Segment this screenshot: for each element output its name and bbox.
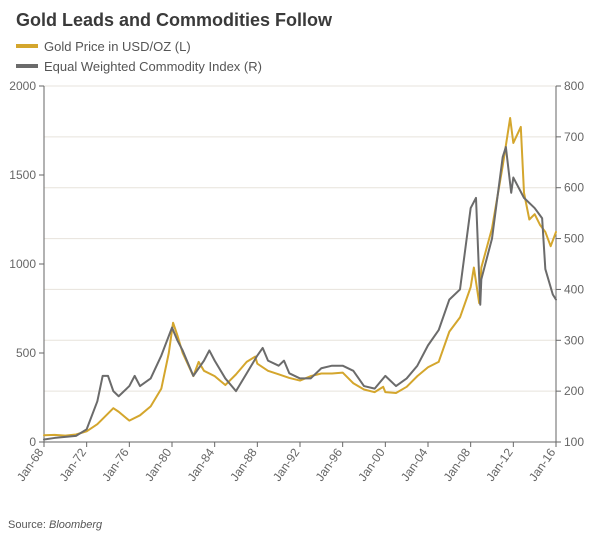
svg-text:Jan-92: Jan-92 — [270, 445, 303, 483]
svg-text:700: 700 — [564, 130, 584, 144]
svg-text:800: 800 — [564, 80, 584, 93]
source-value: Bloomberg — [49, 519, 102, 531]
svg-text:Jan-76: Jan-76 — [99, 445, 132, 483]
svg-text:Jan-84: Jan-84 — [185, 445, 218, 483]
svg-text:Jan-80: Jan-80 — [142, 445, 175, 483]
legend-swatch-commodity — [16, 64, 38, 68]
line-chart: 0500100015002000100200300400500600700800… — [0, 80, 600, 500]
chart-area: 0500100015002000100200300400500600700800… — [0, 80, 600, 500]
svg-text:Jan-12: Jan-12 — [483, 445, 516, 483]
chart-title: Gold Leads and Commodities Follow — [16, 10, 332, 31]
svg-text:500: 500 — [16, 346, 36, 360]
svg-text:500: 500 — [564, 232, 584, 246]
svg-text:Jan-04: Jan-04 — [398, 445, 431, 483]
svg-text:200: 200 — [564, 384, 584, 398]
legend-swatch-gold — [16, 44, 38, 48]
legend-item-commodity: Equal Weighted Commodity Index (R) — [16, 56, 262, 76]
svg-text:Jan-08: Jan-08 — [441, 445, 474, 483]
source-attribution: Source: Bloomberg — [8, 519, 102, 531]
svg-text:Jan-00: Jan-00 — [355, 445, 388, 483]
svg-text:100: 100 — [564, 435, 584, 449]
svg-text:300: 300 — [564, 333, 584, 347]
svg-text:Jan-88: Jan-88 — [227, 445, 260, 483]
svg-text:600: 600 — [564, 181, 584, 195]
svg-text:1000: 1000 — [9, 257, 36, 271]
legend: Gold Price in USD/OZ (L) Equal Weighted … — [16, 36, 262, 76]
svg-text:1500: 1500 — [9, 168, 36, 182]
source-label: Source: — [8, 519, 46, 531]
legend-label: Gold Price in USD/OZ (L) — [44, 39, 191, 54]
svg-text:Jan-72: Jan-72 — [57, 445, 90, 483]
svg-text:2000: 2000 — [9, 80, 36, 93]
svg-text:Jan-68: Jan-68 — [14, 445, 47, 483]
legend-label: Equal Weighted Commodity Index (R) — [44, 59, 262, 74]
svg-text:400: 400 — [564, 282, 584, 296]
svg-text:Jan-16: Jan-16 — [526, 445, 559, 483]
svg-text:Jan-96: Jan-96 — [313, 445, 346, 483]
legend-item-gold: Gold Price in USD/OZ (L) — [16, 36, 262, 56]
